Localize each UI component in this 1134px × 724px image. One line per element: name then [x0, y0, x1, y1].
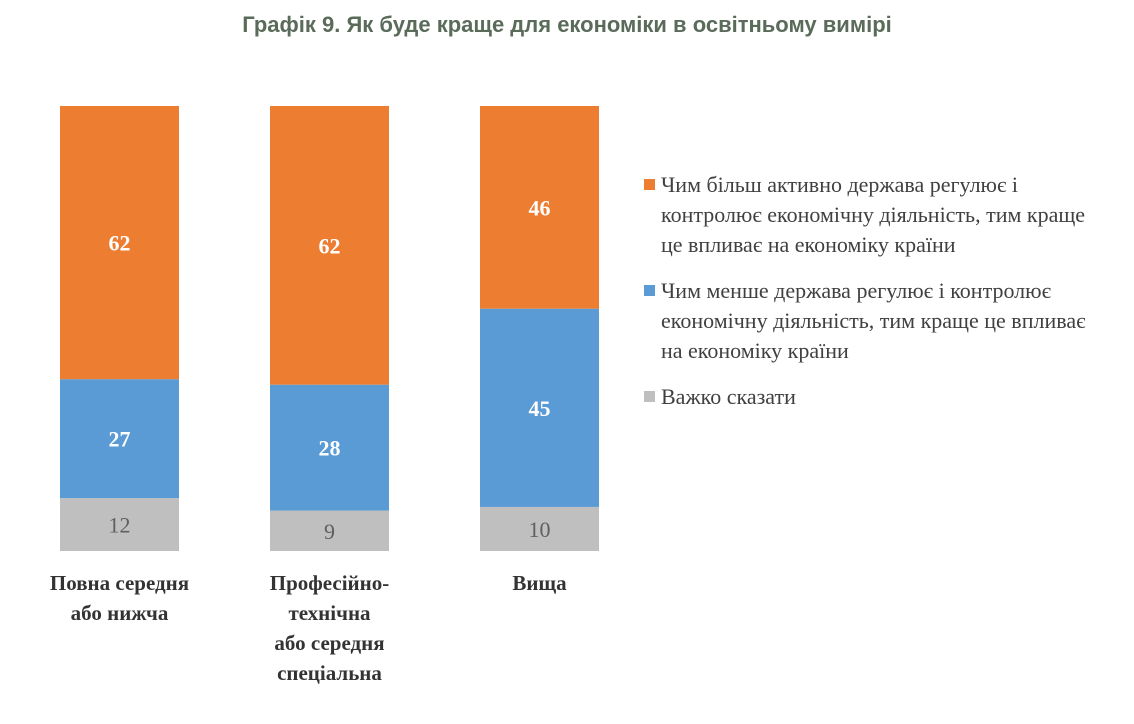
bar-segment — [60, 379, 179, 499]
data-label: 9 — [324, 519, 335, 544]
legend-swatch — [644, 285, 655, 296]
bar-segment — [60, 498, 179, 551]
bar-segment — [270, 106, 389, 385]
data-label: 62 — [319, 233, 341, 258]
legend-item: Чим більш активно держава регулює і конт… — [644, 170, 1094, 260]
legend-item: Чим менше держава регулює і контролює ек… — [644, 276, 1094, 366]
data-label: 46 — [529, 195, 551, 220]
chart-title: Графік 9. Як буде краще для економіки в … — [242, 12, 892, 37]
data-label: 12 — [109, 513, 131, 538]
category-label: Повна середня або нижча — [49, 571, 190, 625]
bar-segment — [270, 384, 389, 511]
legend-label: Важко сказати — [661, 384, 796, 409]
legend-label: Чим менше держава регулює і контролює ек… — [661, 278, 1086, 363]
bar-segment — [480, 106, 599, 309]
data-label: 45 — [529, 396, 551, 421]
legend-item: Важко сказати — [644, 382, 1094, 412]
legend-label: Чим більш активно держава регулює і конт… — [661, 172, 1086, 257]
legend-swatch — [644, 179, 655, 190]
bar-segment — [480, 308, 599, 507]
category-label: Професійно- технічна або середня спеціал… — [269, 571, 390, 685]
legend: Чим більш активно держава регулює і конт… — [644, 170, 1094, 428]
data-label: 28 — [319, 436, 341, 461]
category-label: Вища — [512, 571, 567, 595]
bar-segment — [270, 510, 389, 551]
bar-segment — [60, 106, 179, 380]
data-label: 10 — [529, 517, 551, 542]
legend-swatch — [644, 391, 655, 402]
data-label: 62 — [109, 231, 131, 256]
bar-segment — [480, 506, 599, 551]
data-label: 27 — [109, 427, 131, 452]
